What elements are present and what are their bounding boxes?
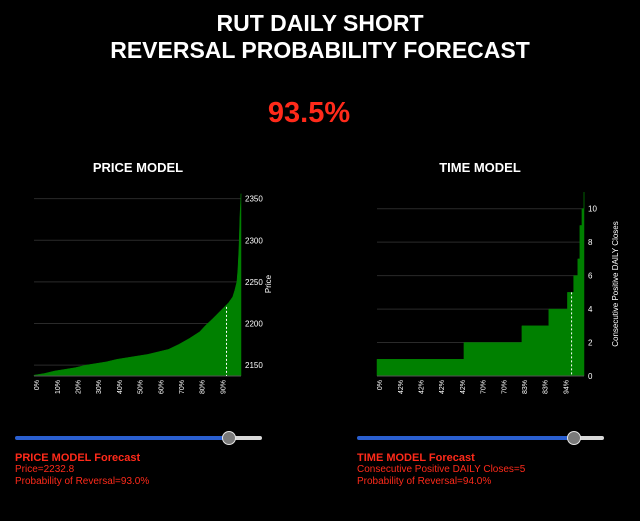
price-area bbox=[33, 193, 242, 377]
time-x-tick-label: 42% bbox=[460, 380, 467, 394]
time-area bbox=[376, 192, 585, 377]
price-x-tick-label: 10% bbox=[55, 380, 62, 394]
price-x-tick-label: 90% bbox=[220, 380, 227, 394]
price-x-tick-label: 0% bbox=[34, 380, 41, 390]
time-y-tick-label: 10 bbox=[588, 205, 597, 214]
time-forecast-probability: Probability of Reversal=94.0% bbox=[357, 476, 492, 487]
time-slider-rest bbox=[572, 436, 604, 440]
price-model-forecast: PRICE MODEL Forecast Price=2232.8 Probab… bbox=[15, 452, 149, 488]
time-y-tick-label: 6 bbox=[588, 272, 593, 281]
price-model-chart: 2150 2200 2250 2300 2350 0% 10% 20% 30% 40% 50% 60%… bbox=[33, 193, 273, 394]
time-y-tick-label: 4 bbox=[588, 305, 593, 314]
time-y-tick-label: 2 bbox=[588, 339, 593, 348]
price-forecast-price: Price=2232.8 bbox=[15, 464, 75, 475]
price-slider-fill bbox=[15, 436, 229, 440]
price-y-axis-label: Price bbox=[264, 274, 273, 293]
time-x-tick-label: 94% bbox=[563, 380, 570, 394]
time-model-slider[interactable] bbox=[357, 430, 604, 446]
price-y-tick-label: 2300 bbox=[245, 236, 263, 245]
time-x-tick-label: 70% bbox=[481, 380, 488, 394]
time-y-axis-label: Consecutive Positive DAILY Closes bbox=[611, 221, 620, 347]
price-y-tick-label: 2200 bbox=[245, 320, 263, 329]
price-y-tick-label: 2150 bbox=[245, 361, 263, 370]
price-slider-thumb[interactable] bbox=[222, 431, 237, 445]
price-x-tick-label: 60% bbox=[158, 380, 165, 394]
price-model-title: PRICE MODEL bbox=[92, 160, 184, 175]
time-forecast-closes: Consecutive Positive DAILY Closes=5 bbox=[357, 464, 526, 475]
time-x-tick-label: 83% bbox=[522, 380, 529, 394]
price-x-tick-label: 30% bbox=[96, 380, 103, 394]
time-model-title: TIME MODEL bbox=[439, 160, 521, 175]
time-x-tick-label: 83% bbox=[543, 380, 550, 394]
price-x-tick-label: 80% bbox=[200, 380, 207, 394]
price-y-tick-label: 2350 bbox=[245, 195, 263, 204]
price-slider-rest bbox=[228, 436, 262, 440]
chart-title-line2: REVERSAL PROBABILITY FORECAST bbox=[110, 37, 530, 63]
time-model-forecast: TIME MODEL Forecast Consecutive Positive… bbox=[357, 452, 525, 488]
time-y-tick-label: 0 bbox=[588, 372, 593, 381]
time-x-tick-label: 42% bbox=[418, 380, 425, 394]
price-model-slider[interactable] bbox=[15, 430, 262, 446]
price-x-tick-label: 20% bbox=[75, 380, 82, 394]
price-forecast-heading: PRICE MODEL Forecast bbox=[15, 452, 141, 464]
reversal-probability: 93.5% bbox=[267, 97, 351, 129]
price-x-tick-label: 70% bbox=[179, 380, 186, 394]
time-slider-fill bbox=[357, 436, 573, 440]
price-x-tick-label: 40% bbox=[117, 380, 124, 394]
time-y-tick-label: 8 bbox=[588, 238, 593, 247]
time-x-tick-label: 0% bbox=[377, 380, 384, 390]
time-slider-thumb[interactable] bbox=[566, 431, 581, 445]
price-y-tick-label: 2250 bbox=[245, 278, 263, 287]
time-forecast-heading: TIME MODEL Forecast bbox=[357, 452, 475, 464]
chart-title-line1: RUT DAILY SHORT bbox=[216, 10, 424, 36]
price-forecast-probability: Probability of Reversal=93.0% bbox=[15, 476, 150, 487]
time-x-tick-label: 42% bbox=[439, 380, 446, 394]
time-x-tick-label: 70% bbox=[501, 380, 508, 394]
time-model-chart: 0 2 4 6 8 10 0% 42% 42% 42% 42% 70% 70% 83% 83% 94% Cons… bbox=[376, 192, 620, 394]
price-x-tick-label: 50% bbox=[138, 380, 145, 394]
time-x-tick-label: 42% bbox=[398, 380, 405, 394]
